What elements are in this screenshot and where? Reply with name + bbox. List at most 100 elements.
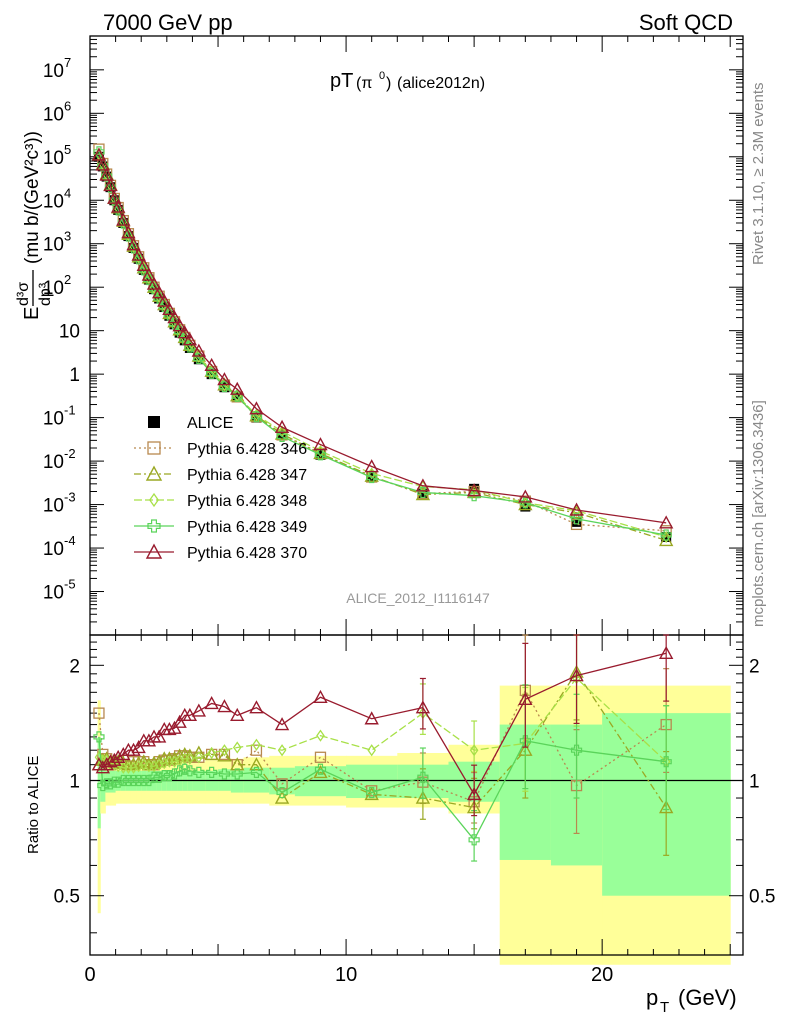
y-axis-label-bottom: Ratio to ALICE — [25, 756, 42, 854]
data-point — [466, 483, 482, 497]
ratio-data-point — [469, 744, 479, 757]
data-point — [136, 257, 151, 271]
plot-title: pT (π 0 ) (alice2012n) — [330, 70, 485, 92]
data-point — [415, 478, 431, 492]
legend-marker — [145, 465, 163, 481]
y-tick-label-base: 10 — [43, 496, 64, 517]
data-point — [162, 301, 177, 316]
y-tick-label-exponent: -1 — [64, 403, 76, 418]
ratio-data-point — [367, 744, 376, 757]
data-point — [107, 190, 122, 204]
ratio-data-point — [313, 764, 328, 779]
data-point — [122, 230, 135, 242]
ratio-series-4 — [91, 634, 674, 817]
y-tick-label: 10 7 — [43, 55, 71, 82]
ratio-data-point — [116, 746, 131, 761]
band-green-0 — [97, 736, 101, 829]
legend-marker — [145, 543, 163, 559]
ratio-data-point — [218, 768, 231, 780]
y-tick-label: 10 -4 — [43, 533, 76, 560]
ratio-data-point — [518, 691, 533, 706]
y-tick-label-base: 10 — [43, 61, 64, 82]
header-left-label: 7000 GeV pp — [103, 10, 233, 35]
y-axis-label-top: E d³σ dp³ (mu b/(GeV²c³)) — [15, 131, 54, 320]
header-right-label: Soft QCD — [639, 10, 733, 35]
data-point — [230, 381, 245, 395]
ratio-data-point — [93, 707, 105, 719]
data-point — [191, 343, 207, 357]
y-tick-label: 10 -3 — [43, 490, 76, 517]
y-tick-label-exponent: -3 — [64, 490, 76, 505]
legend-label: Pythia 6.428 349 — [187, 519, 307, 536]
ratio-series-3 — [93, 684, 672, 862]
ratio-data-point — [466, 786, 482, 801]
ratio-data-point — [230, 757, 245, 771]
data-point — [131, 247, 146, 261]
ratio-y-tick-label-right: 1 — [749, 772, 760, 793]
data-point — [182, 332, 198, 346]
ratio-data-point — [141, 733, 157, 747]
y-tick-label-exponent: 2 — [64, 272, 71, 287]
y-tick-label: 10 2 — [43, 272, 71, 299]
legend-item-1: Pythia 6.428 346 — [134, 441, 307, 458]
plot-title-tag: (alice2012n) — [397, 75, 485, 92]
data-point — [117, 217, 129, 229]
ratio-data-point — [126, 742, 141, 756]
y-tick-label-base: 10 — [43, 452, 64, 473]
data-point — [95, 157, 110, 171]
ratio-frame — [89, 634, 744, 956]
y-tick-label: 10 -2 — [43, 446, 76, 473]
data-point — [276, 430, 288, 442]
data-point — [658, 515, 674, 529]
x-tick-label: 10 — [335, 964, 357, 986]
ratio-data-point — [191, 703, 207, 717]
legend-label: ALICE — [187, 415, 233, 432]
ratio-data-point — [104, 778, 117, 790]
legend-item-5: Pythia 6.428 370 — [134, 543, 307, 562]
ratio-data-point — [277, 744, 287, 757]
ratio-data-point — [217, 699, 232, 713]
y-tick-label: 10 -5 — [43, 577, 76, 604]
y-tick-label-base: 10 — [43, 539, 64, 560]
y-tick-label-exponent: 7 — [64, 55, 71, 70]
y-tick-label-base: 10 — [43, 235, 64, 256]
ratio-data-point — [185, 752, 195, 765]
mcplots-label: mcplots.cern.ch [arXiv:1306.3436] — [750, 400, 767, 627]
y-tick-label: 10 4 — [43, 185, 71, 212]
data-point — [146, 276, 162, 290]
ratio-data-point — [194, 751, 204, 764]
ratio-data-point — [172, 714, 187, 728]
data-point — [364, 459, 379, 473]
x-axis-label-sub: T — [660, 999, 669, 1016]
data-point — [569, 502, 584, 516]
ratio-data-point — [231, 768, 243, 780]
ratio-data-point — [316, 729, 325, 742]
plot-title-main: pT — [330, 70, 353, 92]
x-axis-label-main: p — [646, 985, 658, 1010]
y-tick-label-text: 10 — [59, 322, 80, 343]
y-tick-label: 10 — [59, 322, 80, 343]
ratio-data-point — [191, 745, 207, 759]
data-point — [661, 530, 671, 544]
ratio-data-point — [112, 776, 124, 788]
legend-item-0: ALICE — [148, 415, 233, 432]
y-axis-label-units: (mu b/(GeV²c³)) — [22, 131, 43, 264]
plot-title-close: ) — [386, 75, 391, 92]
y-tick-label: 1 — [69, 365, 80, 386]
data-point — [274, 419, 290, 433]
y-tick-label-base: 10 — [43, 104, 64, 125]
ratio-data-point — [172, 748, 187, 762]
ratio-data-point — [184, 765, 196, 777]
analysis-label: ALICE_2012_I1116147 — [346, 590, 490, 606]
series-2 — [91, 147, 674, 547]
ratio-data-point — [162, 721, 177, 736]
data-point — [157, 293, 172, 307]
data-point — [466, 484, 482, 499]
data-point — [313, 437, 328, 451]
data-point — [250, 411, 263, 423]
ratio-data-point — [97, 779, 109, 792]
legend-marker — [148, 416, 160, 428]
ratio-data-point — [94, 751, 104, 764]
